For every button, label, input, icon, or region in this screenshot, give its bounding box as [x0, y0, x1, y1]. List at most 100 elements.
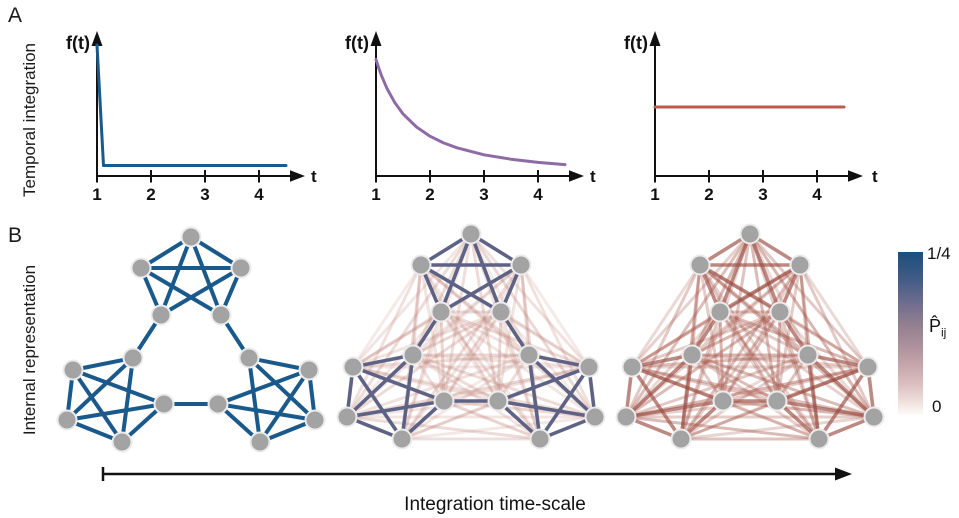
- network-edge-strong: [345, 399, 446, 419]
- network-edge-weak: [748, 232, 870, 369]
- network-node: [766, 390, 788, 412]
- network-edge-strong: [216, 402, 317, 422]
- network-node: [487, 390, 509, 412]
- x-axis-arrowhead: [290, 170, 305, 182]
- y-axis-label-1: f(t): [66, 33, 90, 53]
- network-node: [739, 223, 761, 245]
- network-edge-weak: [698, 263, 810, 357]
- network-edge-strong: [469, 232, 503, 314]
- plot-kernel-immediate: 1 2 3 4: [91, 31, 305, 204]
- network-edge-weak: [400, 353, 531, 441]
- network-edge-strong: [496, 399, 597, 419]
- network-edge-weak: [345, 310, 503, 419]
- network-segregated: [56, 226, 326, 453]
- network-edge-strong: [351, 365, 446, 403]
- arrow-head: [835, 467, 852, 481]
- network-edge-strong: [527, 353, 542, 441]
- network-edge-weak: [411, 353, 500, 403]
- network-edge-weak: [630, 310, 722, 369]
- network-edge-weak: [351, 365, 500, 403]
- axis-tick-label: 1: [92, 185, 101, 204]
- integration-timescale-label: Integration time-scale: [404, 494, 586, 515]
- colorbar: [898, 252, 923, 415]
- network-edge-strong: [775, 399, 876, 419]
- network-edge-weak: [748, 232, 779, 403]
- network-edge-strong: [748, 232, 782, 314]
- network-edge-strong: [679, 353, 694, 441]
- network-node: [130, 257, 152, 279]
- network-fully-integrated: [615, 223, 885, 450]
- x-axis-label-1: t: [311, 167, 317, 186]
- network-edge-weak: [442, 353, 531, 403]
- network-edge-weak: [442, 232, 473, 403]
- network-node: [56, 409, 78, 431]
- colorbar-symbol-main: P̂: [929, 316, 942, 336]
- network-edge-strong: [71, 368, 166, 406]
- network-node: [249, 431, 271, 453]
- network-edge-weak: [496, 263, 523, 403]
- network-edge-weak: [411, 310, 503, 357]
- network-node: [584, 406, 606, 428]
- network-edge-strong: [527, 353, 597, 419]
- network-edge-weak: [345, 310, 443, 419]
- network-node: [210, 304, 232, 326]
- network-edge-weak: [345, 353, 531, 419]
- network-edge-strong: [216, 368, 311, 406]
- axis-tick-label: 1: [371, 185, 380, 204]
- axis-tick-label: 4: [533, 185, 543, 204]
- network-edge-weak: [775, 310, 782, 403]
- network-node: [789, 254, 811, 276]
- axis-tick-label: 4: [812, 185, 822, 204]
- network-edge-weak: [400, 310, 443, 441]
- network-edge-weak: [679, 399, 779, 441]
- network-node: [111, 431, 133, 453]
- panel-a-side-label: Temporal integration: [20, 42, 39, 198]
- network-edge-weak: [439, 310, 542, 441]
- axis-tick-label: 4: [254, 185, 264, 204]
- network-edge-strong: [65, 402, 166, 422]
- network-node: [709, 301, 731, 323]
- network-edge-weak: [411, 353, 542, 441]
- axis-tick-label: 3: [200, 185, 209, 204]
- network-edge-weak: [351, 353, 531, 369]
- network-edge-weak: [442, 365, 591, 403]
- network-edge-weak: [718, 310, 821, 441]
- network-node: [238, 347, 260, 369]
- network-edge-strong: [400, 353, 415, 441]
- network-edge-weak: [419, 263, 531, 357]
- network-node: [62, 359, 84, 381]
- network-node: [230, 257, 252, 279]
- network-edge-strong: [718, 232, 752, 314]
- network-edge-strong: [120, 356, 135, 444]
- network-edge-weak: [400, 399, 500, 441]
- network-edge-strong: [630, 365, 725, 403]
- network-edge-strong: [624, 399, 725, 419]
- y-axis-arrowhead: [91, 31, 103, 46]
- network-edge-weak: [718, 310, 876, 419]
- network-edge-weak: [519, 263, 597, 419]
- network-edge-weak: [442, 310, 503, 403]
- network-edge-weak: [624, 310, 722, 419]
- network-edge-weak: [690, 353, 779, 403]
- network-edge-weak: [690, 353, 821, 441]
- network-node: [615, 406, 637, 428]
- network-edge-weak: [499, 310, 591, 369]
- network-edge-weak: [679, 310, 722, 441]
- panel-b-letter: B: [8, 224, 23, 247]
- network-edge-weak: [721, 232, 752, 403]
- y-axis-arrowhead: [370, 31, 382, 46]
- network-node: [797, 344, 819, 366]
- network-edge-weak: [690, 353, 870, 369]
- network-edge-weak: [624, 415, 821, 441]
- network-edge-strong: [189, 235, 223, 317]
- network-node: [670, 428, 692, 450]
- network-edge-weak: [345, 263, 423, 419]
- network-edge-strong: [538, 365, 591, 441]
- x-axis-label-2: t: [590, 167, 596, 186]
- network-node: [153, 393, 175, 415]
- kernel-curve: [374, 57, 567, 167]
- network-edge-weak: [630, 353, 810, 369]
- y-axis-label-2: f(t): [345, 33, 369, 53]
- network-edge-strong: [247, 356, 317, 422]
- network-node: [578, 356, 600, 378]
